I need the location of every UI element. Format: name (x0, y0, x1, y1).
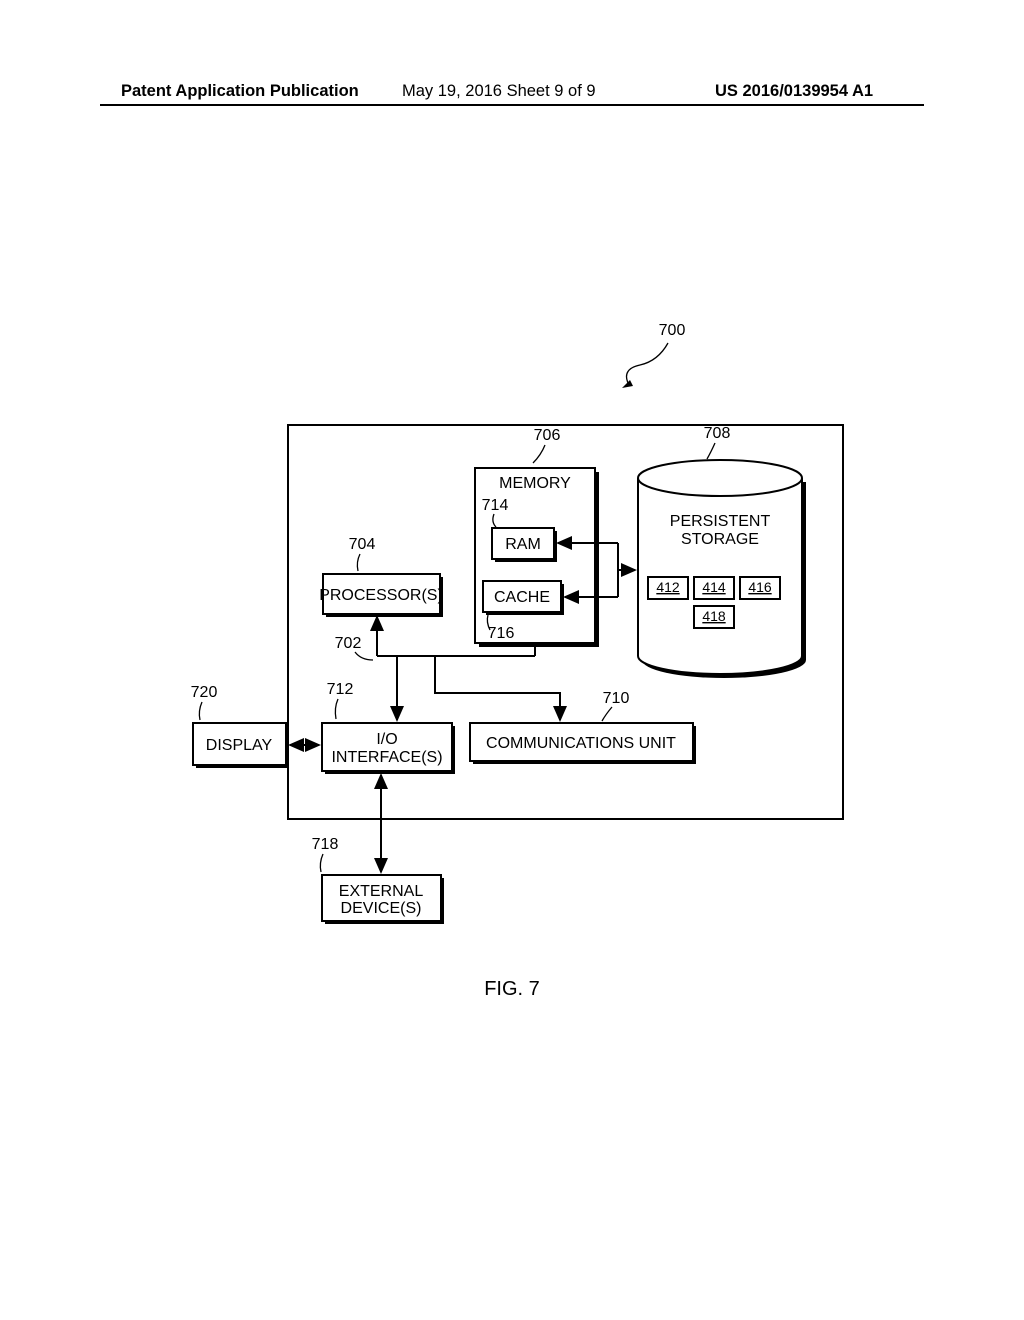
comms-label: COMMUNICATIONS UNIT (486, 735, 676, 752)
ref-700: 700 (659, 322, 686, 339)
external-label1: EXTERNAL (339, 883, 424, 900)
external-label2: DEVICE(S) (341, 900, 422, 917)
ref-718: 718 (312, 836, 339, 853)
persistent-storage: PERSISTENT STORAGE 412 414 416 418 (638, 460, 806, 678)
ref-708: 708 (704, 425, 731, 442)
item-416: 416 (748, 579, 772, 595)
io-label2: INTERFACE(S) (331, 749, 442, 766)
memory-label: MEMORY (499, 475, 571, 492)
diagram-svg: 700 702 MEMORY 706 RAM 714 CACHE 716 PRO… (0, 0, 1024, 1320)
ram-label: RAM (505, 536, 541, 553)
persistent-label1: PERSISTENT (670, 513, 771, 530)
ref-706: 706 (534, 427, 561, 444)
leader-710 (602, 707, 612, 721)
ref-716: 716 (488, 625, 515, 642)
item-412: 412 (656, 579, 680, 595)
cylinder-top (638, 460, 802, 496)
leader-712 (335, 699, 338, 719)
leader-702 (355, 652, 373, 660)
ref-710: 710 (603, 690, 630, 707)
persistent-label2: STORAGE (681, 531, 759, 548)
bus-to-comms (435, 656, 560, 720)
cache-label: CACHE (494, 589, 550, 606)
ref-702: 702 (335, 635, 362, 652)
ref-712: 712 (327, 681, 354, 698)
processor-label: PROCESSOR(S) (319, 587, 443, 604)
io-label1: I/O (376, 731, 397, 748)
leader-700 (627, 343, 669, 383)
cylinder-body (638, 478, 802, 674)
leader-720 (199, 702, 202, 720)
ref-714: 714 (482, 497, 509, 514)
leader-718 (320, 854, 323, 872)
ref-704: 704 (349, 536, 376, 553)
ref-720: 720 (191, 684, 218, 701)
leader-708 (707, 443, 715, 459)
display-label: DISPLAY (206, 737, 273, 754)
item-418: 418 (702, 608, 726, 624)
item-414: 414 (702, 579, 726, 595)
leader-706 (533, 445, 545, 463)
leader-704 (357, 554, 360, 571)
